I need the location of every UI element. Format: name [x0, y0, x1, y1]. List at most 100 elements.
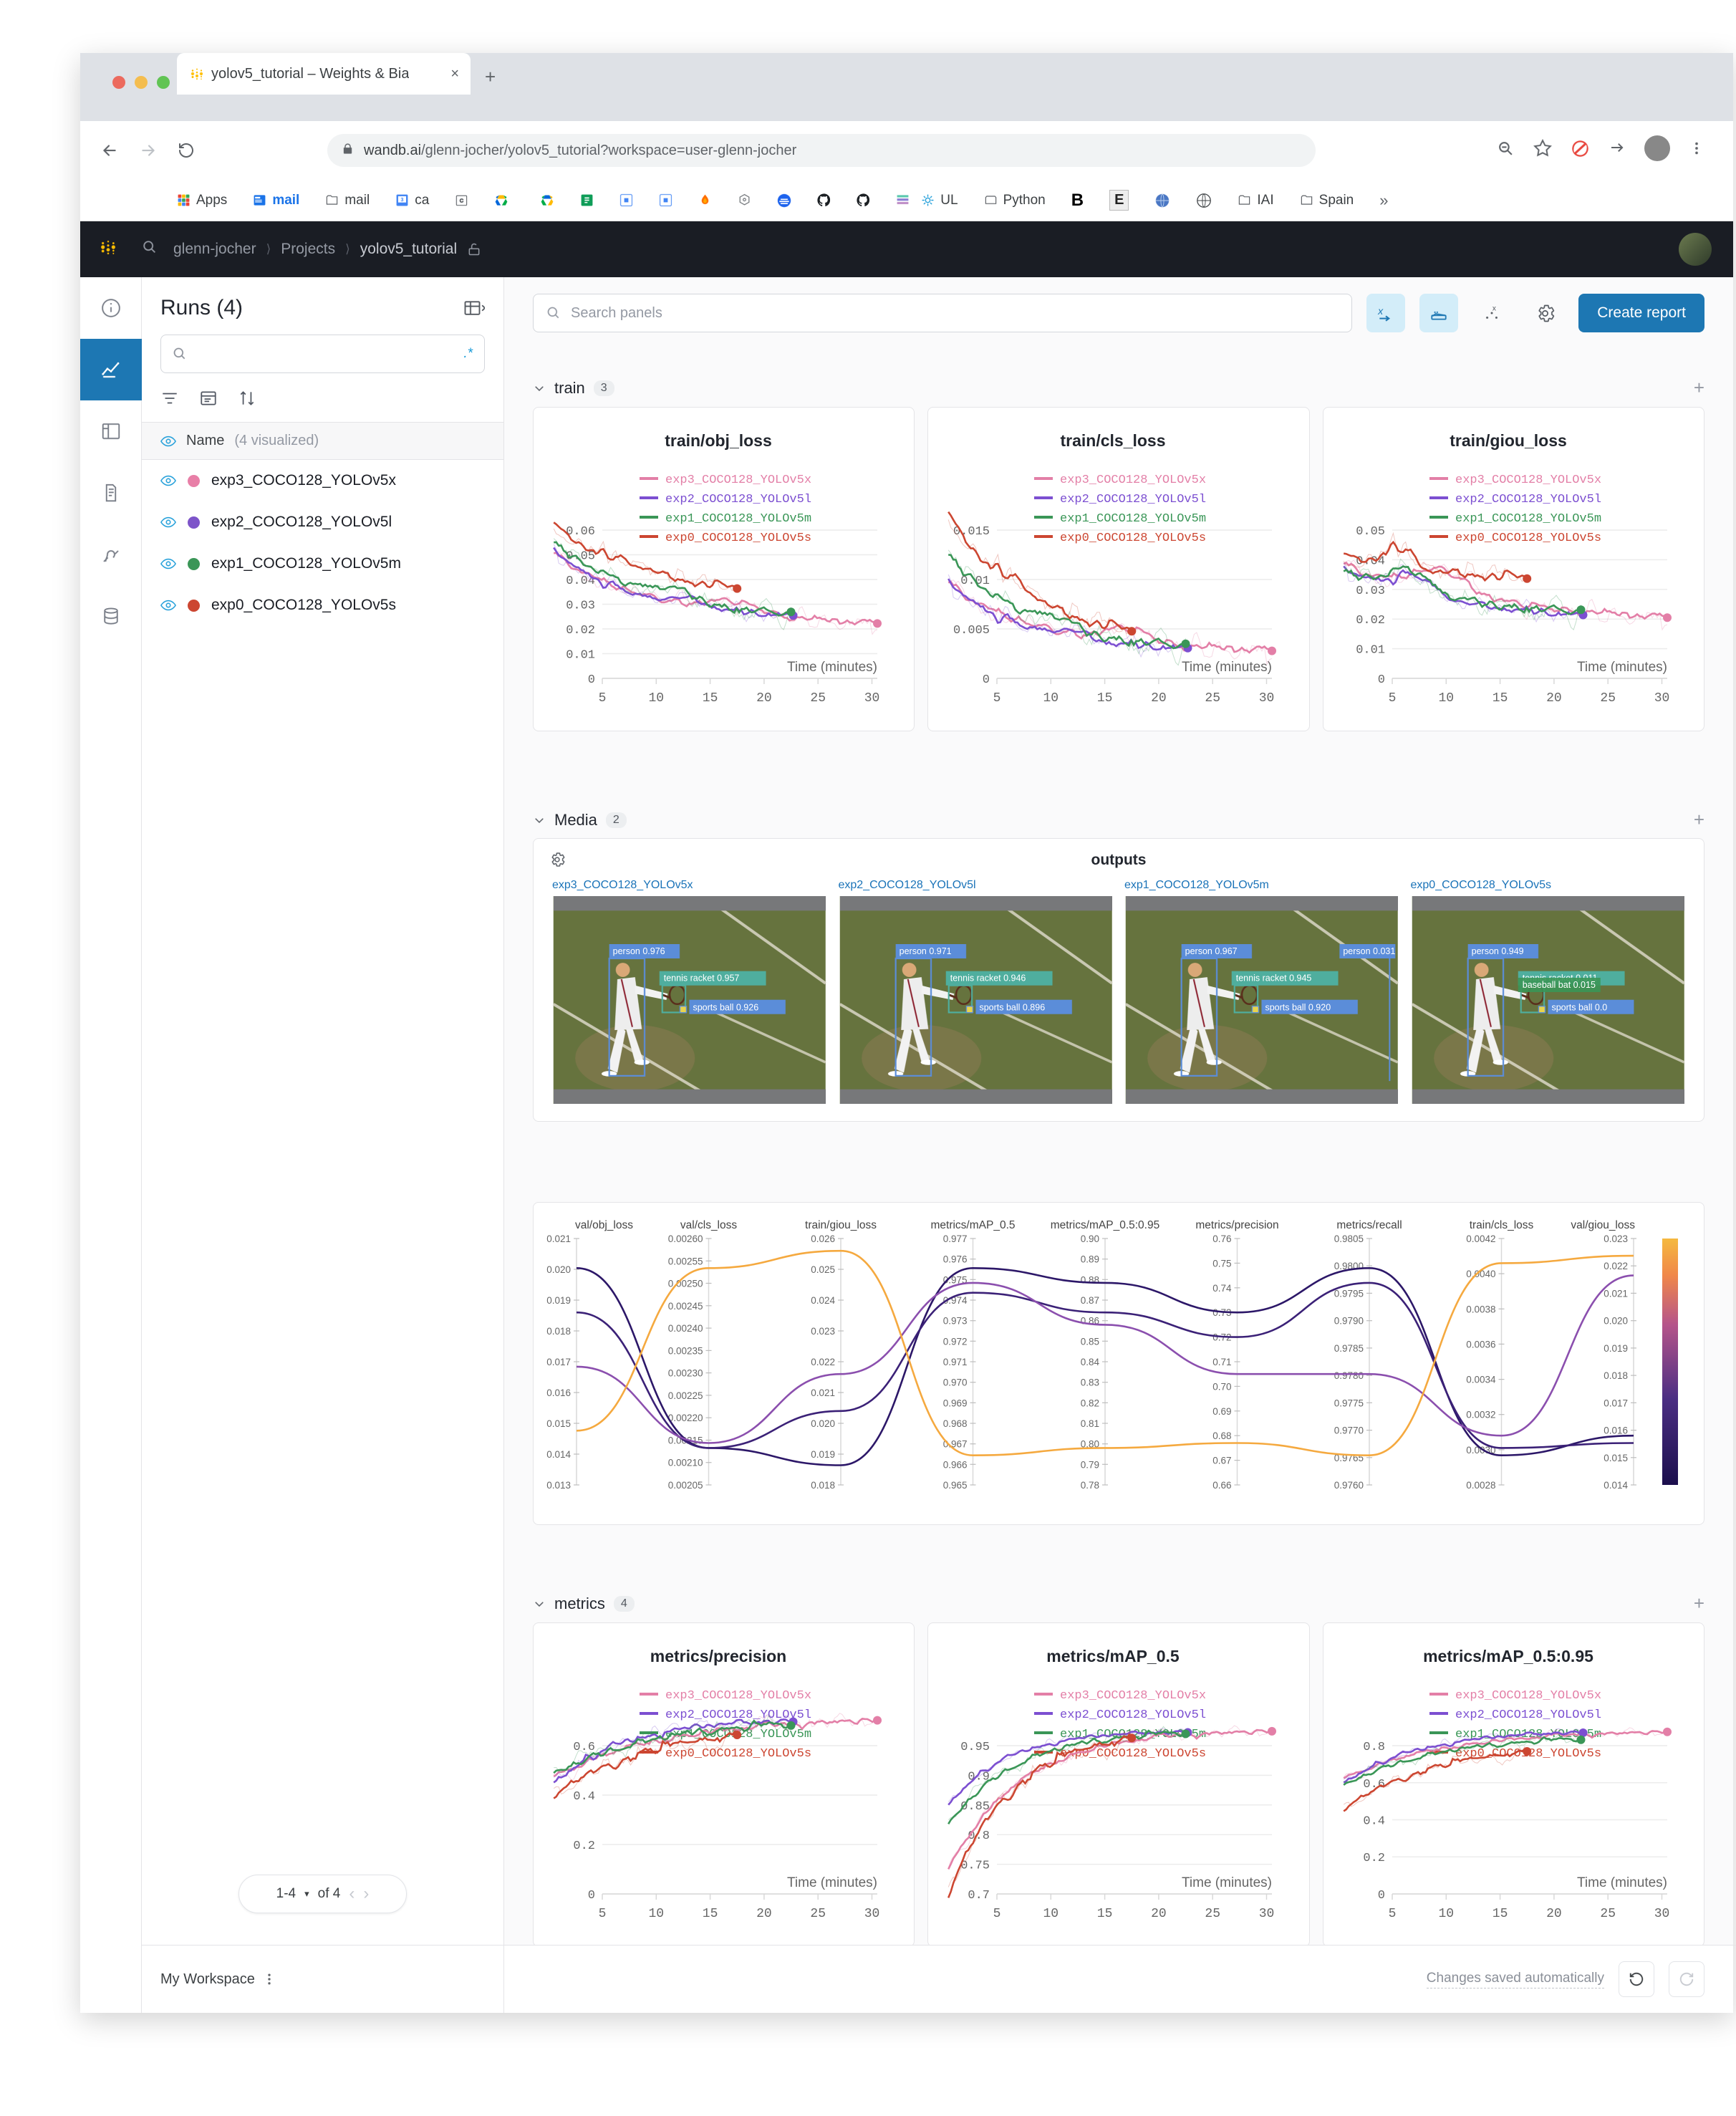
svg-text:0.85: 0.85 [1081, 1336, 1099, 1347]
svg-text:Time (minutes): Time (minutes) [1182, 660, 1272, 675]
svg-text:0.87: 0.87 [1081, 1295, 1099, 1306]
svg-text:0.01: 0.01 [566, 649, 595, 663]
svg-text:Time (minutes): Time (minutes) [1577, 1875, 1667, 1890]
svg-text:0.78: 0.78 [1081, 1480, 1099, 1491]
svg-text:0.0028: 0.0028 [1466, 1480, 1495, 1491]
svg-text:0.00230: 0.00230 [668, 1368, 703, 1379]
svg-text:0.005: 0.005 [953, 624, 990, 638]
svg-text:0.019: 0.019 [1604, 1343, 1628, 1354]
svg-text:15: 15 [1097, 1907, 1113, 1921]
svg-text:0.4: 0.4 [573, 1790, 595, 1804]
svg-text:5: 5 [1388, 691, 1396, 706]
svg-text:25: 25 [1600, 691, 1616, 706]
svg-text:0.016: 0.016 [546, 1388, 571, 1398]
svg-text:exp2_COCO128_YOLOv5l: exp2_COCO128_YOLOv5l [1060, 493, 1206, 506]
svg-text:0.00210: 0.00210 [668, 1458, 703, 1468]
svg-text:25: 25 [810, 691, 826, 706]
svg-text:val/giou_loss: val/giou_loss [1571, 1219, 1635, 1231]
svg-text:Time (minutes): Time (minutes) [787, 1875, 877, 1890]
svg-text:0.966: 0.966 [943, 1459, 968, 1470]
svg-text:30: 30 [1654, 1907, 1669, 1921]
svg-text:0.022: 0.022 [1604, 1261, 1628, 1271]
svg-text:0.76: 0.76 [1212, 1233, 1231, 1244]
svg-text:0.83: 0.83 [1081, 1377, 1099, 1388]
svg-text:0.90: 0.90 [1081, 1233, 1099, 1244]
svg-text:0.00240: 0.00240 [668, 1323, 703, 1334]
svg-text:exp1_COCO128_YOLOv5m: exp1_COCO128_YOLOv5m [665, 512, 811, 526]
svg-text:0.022: 0.022 [811, 1357, 835, 1367]
svg-text:0: 0 [983, 673, 990, 687]
svg-text:0.965: 0.965 [943, 1480, 968, 1491]
svg-text:10: 10 [1438, 691, 1454, 706]
svg-text:0: 0 [588, 673, 595, 687]
svg-text:0.020: 0.020 [811, 1418, 835, 1429]
svg-text:0.973: 0.973 [943, 1316, 968, 1327]
svg-text:0.66: 0.66 [1212, 1480, 1231, 1491]
svg-text:tennis racket 0.957: tennis racket 0.957 [664, 973, 740, 984]
svg-text:15: 15 [703, 691, 718, 706]
svg-text:Time (minutes): Time (minutes) [1577, 660, 1667, 675]
svg-text:15: 15 [1097, 691, 1113, 706]
svg-text:0.019: 0.019 [811, 1449, 835, 1460]
svg-text:20: 20 [756, 691, 772, 706]
svg-text:0.977: 0.977 [943, 1233, 968, 1244]
svg-text:10: 10 [1043, 1907, 1059, 1921]
svg-text:0.00255: 0.00255 [668, 1256, 703, 1266]
svg-text:metrics/precision: metrics/precision [650, 1647, 786, 1665]
svg-text:0.01: 0.01 [1356, 644, 1385, 658]
svg-text:metrics/mAP_0.5:0.95: metrics/mAP_0.5:0.95 [1423, 1647, 1593, 1665]
svg-text:metrics/mAP_0.5: metrics/mAP_0.5 [930, 1219, 1015, 1231]
svg-text:30: 30 [1259, 691, 1275, 706]
svg-text:0.00245: 0.00245 [668, 1301, 703, 1312]
svg-text:0.4: 0.4 [1363, 1815, 1385, 1829]
svg-text:0.68: 0.68 [1212, 1430, 1231, 1441]
svg-text:sports ball 0.0: sports ball 0.0 [1551, 1003, 1607, 1013]
svg-text:15: 15 [1492, 1907, 1508, 1921]
svg-text:x: x [1377, 305, 1384, 317]
svg-text:Time (minutes): Time (minutes) [1182, 1875, 1272, 1890]
svg-text:exp2_COCO128_YOLOv5l: exp2_COCO128_YOLOv5l [1060, 1708, 1206, 1722]
svg-text:0.70: 0.70 [1212, 1381, 1231, 1392]
svg-text:0.018: 0.018 [1604, 1370, 1628, 1381]
svg-text:15: 15 [1492, 691, 1508, 706]
svg-text:exp2_COCO128_YOLOv5l: exp2_COCO128_YOLOv5l [665, 493, 811, 506]
svg-text:0.89: 0.89 [1081, 1254, 1099, 1265]
svg-text:0.95: 0.95 [961, 1741, 990, 1754]
svg-text:0.021: 0.021 [546, 1233, 571, 1244]
svg-text:0.971: 0.971 [943, 1357, 968, 1367]
svg-text:train/giou_loss: train/giou_loss [805, 1219, 877, 1231]
svg-text:C: C [460, 198, 463, 204]
svg-text:0.67: 0.67 [1212, 1456, 1231, 1466]
svg-text:exp2_COCO128_YOLOv5l: exp2_COCO128_YOLOv5l [1455, 1708, 1601, 1722]
svg-text:0.013: 0.013 [546, 1480, 571, 1491]
svg-text:0.972: 0.972 [943, 1336, 968, 1347]
svg-text:metrics/mAP_0.5: metrics/mAP_0.5 [1047, 1647, 1180, 1665]
svg-text:3: 3 [401, 197, 404, 203]
svg-text:0.018: 0.018 [811, 1480, 835, 1491]
svg-text:0.015: 0.015 [546, 1418, 571, 1429]
svg-text:sports ball 0.920: sports ball 0.920 [1265, 1003, 1331, 1013]
svg-text:person 0.976: person 0.976 [613, 946, 665, 956]
svg-text:0.71: 0.71 [1212, 1357, 1231, 1367]
svg-text:0.968: 0.968 [943, 1418, 968, 1429]
svg-text:20: 20 [1546, 691, 1562, 706]
svg-text:0.016: 0.016 [1604, 1425, 1628, 1436]
svg-text:0.020: 0.020 [546, 1264, 571, 1275]
svg-text:0.9780: 0.9780 [1334, 1370, 1364, 1381]
svg-text:exp0_COCO128_YOLOv5s: exp0_COCO128_YOLOv5s [665, 1747, 811, 1761]
svg-text:person 0.967: person 0.967 [1185, 946, 1238, 956]
svg-text:0.74: 0.74 [1212, 1283, 1232, 1294]
svg-text:0.00235: 0.00235 [668, 1345, 703, 1356]
svg-text:0: 0 [588, 1889, 595, 1903]
svg-text:0.023: 0.023 [1604, 1233, 1628, 1244]
svg-text:sports ball 0.926: sports ball 0.926 [693, 1003, 758, 1013]
svg-text:10: 10 [1043, 691, 1059, 706]
svg-text:25: 25 [1205, 691, 1221, 706]
svg-text:exp1_COCO128_YOLOv5m: exp1_COCO128_YOLOv5m [1060, 512, 1206, 526]
svg-text:0.79: 0.79 [1081, 1459, 1099, 1470]
svg-text:baseball bat 0.015: baseball bat 0.015 [1522, 980, 1595, 990]
svg-text:exp2_COCO128_YOLOv5l: exp2_COCO128_YOLOv5l [1455, 493, 1601, 506]
svg-text:0.81: 0.81 [1081, 1418, 1099, 1429]
svg-text:0.84: 0.84 [1081, 1357, 1100, 1367]
svg-text:5: 5 [599, 691, 607, 706]
